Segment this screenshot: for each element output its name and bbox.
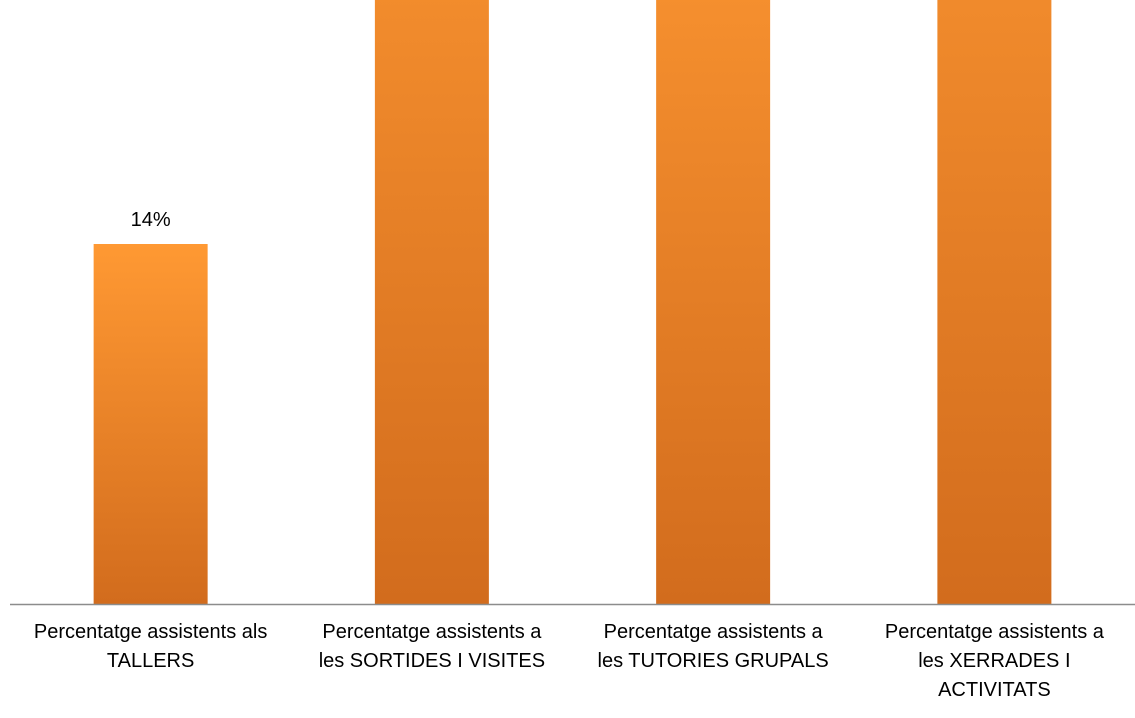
- category-label-line: les SORTIDES I VISITES: [319, 650, 545, 672]
- category-label-1: Percentatge assistents als TALLERS: [34, 621, 267, 672]
- category-label-line: Percentatge assistents als: [34, 621, 267, 643]
- category-label-line: ACTIVITATS: [938, 679, 1051, 701]
- bar-1: [93, 244, 208, 604]
- category-label-line: TALLERS: [107, 650, 194, 672]
- bars-layer: [93, 0, 1052, 604]
- category-label-4: Percentatge assistents a les XERRADES I AC…: [885, 621, 1105, 701]
- category-label-line: Percentatge assistents a: [322, 621, 542, 643]
- category-label-2: Percentatge assistents a les SORTIDES I V…: [319, 621, 545, 672]
- data-labels-layer: 14%16%16%17%: [131, 209, 171, 231]
- category-label-line: Percentatge assistents a: [604, 621, 824, 643]
- bar-3: [656, 0, 771, 604]
- data-label-1: 14%: [131, 209, 171, 231]
- category-label-line: Percentatge assistents a: [885, 621, 1105, 643]
- category-labels-layer: Percentatge assistents als TALLERSPercent…: [34, 621, 1105, 701]
- category-label-line: les XERRADES I: [918, 650, 1070, 672]
- category-label-3: Percentatge assistents a les TUTORIES GRU…: [598, 621, 829, 672]
- category-label-line: les TUTORIES GRUPALS: [598, 650, 829, 672]
- bar-4: [937, 0, 1052, 604]
- bar-2: [374, 0, 489, 604]
